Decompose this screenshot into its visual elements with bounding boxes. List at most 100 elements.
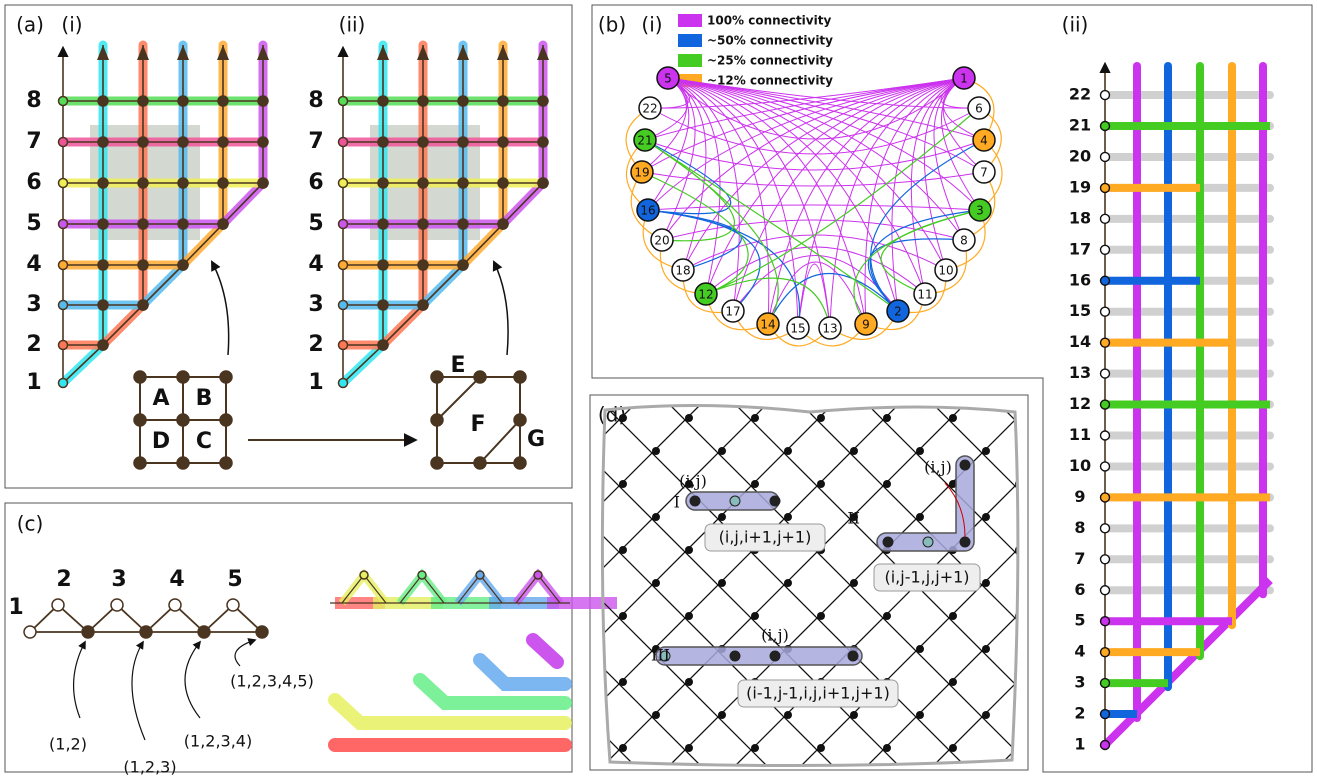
cluster-site bbox=[769, 650, 781, 662]
node bbox=[81, 625, 95, 639]
node bbox=[97, 218, 109, 230]
node-label: 18 bbox=[675, 264, 690, 278]
lattice-site bbox=[784, 513, 792, 521]
arrow-head bbox=[417, 45, 429, 60]
node bbox=[457, 136, 469, 148]
label-box bbox=[873, 563, 981, 592]
cluster bbox=[655, 646, 863, 666]
row-label: 14 bbox=[1069, 332, 1091, 351]
start-node bbox=[57, 136, 69, 148]
row-node bbox=[1099, 337, 1111, 348]
site-label: (i,j) bbox=[761, 626, 789, 645]
arrow-head bbox=[257, 45, 269, 60]
edge bbox=[667, 77, 740, 312]
open-node bbox=[417, 570, 427, 580]
lattice-line bbox=[602, 405, 919, 766]
node-label: 2 bbox=[894, 305, 902, 319]
row-label: 5 bbox=[308, 211, 323, 236]
cluster-site bbox=[689, 495, 701, 507]
case-label: II bbox=[847, 509, 860, 528]
lattice-site bbox=[949, 612, 957, 620]
row-node bbox=[1099, 244, 1111, 256]
edge bbox=[732, 77, 965, 312]
row-label: 12 bbox=[1069, 394, 1091, 413]
node bbox=[497, 136, 509, 148]
edge bbox=[767, 273, 899, 325]
graph-node bbox=[968, 198, 992, 222]
edge bbox=[705, 77, 965, 295]
lattice-site bbox=[652, 711, 660, 719]
lattice-site bbox=[982, 579, 990, 587]
node bbox=[137, 299, 149, 311]
row-label: 17 bbox=[1069, 239, 1091, 258]
graph-node bbox=[633, 128, 657, 152]
node bbox=[513, 370, 527, 384]
border bbox=[600, 403, 1020, 768]
start-node bbox=[337, 339, 349, 351]
node bbox=[219, 370, 233, 384]
graph-node bbox=[934, 258, 958, 282]
lattice-site bbox=[619, 546, 627, 554]
row-label: 5 bbox=[1074, 611, 1085, 630]
site-label: (i,j) bbox=[679, 472, 707, 491]
row-node bbox=[1099, 739, 1111, 751]
panel-b-frame bbox=[591, 4, 1313, 773]
lattice-site bbox=[751, 612, 759, 620]
open-node bbox=[533, 570, 543, 580]
cluster-site bbox=[922, 536, 934, 548]
row-label: 8 bbox=[1074, 518, 1085, 537]
row-node bbox=[1099, 492, 1111, 503]
node bbox=[417, 299, 429, 311]
panel-a-frame bbox=[4, 4, 573, 489]
edge bbox=[705, 107, 980, 295]
edge bbox=[891, 77, 965, 312]
open-node bbox=[475, 570, 485, 580]
node bbox=[176, 413, 190, 427]
case-tuple: (i,j,i+1,j+1) bbox=[719, 528, 812, 547]
graph-node bbox=[952, 66, 976, 90]
lattice-site bbox=[916, 513, 924, 521]
node bbox=[473, 456, 487, 470]
node-label: 20 bbox=[654, 234, 669, 248]
cell-label: E bbox=[450, 353, 465, 378]
node-label: 13 bbox=[822, 322, 837, 336]
node bbox=[217, 136, 229, 148]
row-node bbox=[1099, 646, 1111, 658]
node bbox=[257, 177, 269, 189]
edge bbox=[942, 77, 985, 173]
row-label: 6 bbox=[26, 170, 41, 195]
graph-node bbox=[636, 198, 660, 222]
node-label: 2 bbox=[56, 567, 71, 592]
node bbox=[457, 259, 469, 271]
annotation: (1,2,3,4,5) bbox=[230, 672, 314, 691]
lattice-site bbox=[850, 447, 858, 455]
start-node bbox=[337, 259, 349, 271]
lattice-site bbox=[883, 480, 891, 488]
lattice-site bbox=[1015, 744, 1018, 752]
case-label: III bbox=[651, 646, 670, 665]
node bbox=[513, 456, 527, 470]
graph-node bbox=[656, 66, 680, 90]
edge bbox=[870, 139, 985, 312]
edge bbox=[644, 139, 779, 325]
node bbox=[430, 370, 444, 384]
node bbox=[513, 413, 527, 427]
edge bbox=[647, 209, 801, 329]
cluster-site bbox=[882, 536, 894, 548]
panel-sublabel: (ii) bbox=[1062, 13, 1089, 37]
node bbox=[97, 339, 109, 351]
edge bbox=[647, 77, 965, 211]
node bbox=[133, 456, 147, 470]
lattice-site bbox=[982, 645, 990, 653]
lattice-site bbox=[949, 678, 957, 686]
lattice-site bbox=[586, 381, 594, 389]
row-label: 15 bbox=[1069, 301, 1091, 320]
edge bbox=[797, 77, 965, 329]
arrow bbox=[184, 640, 202, 719]
row-label: 9 bbox=[1074, 487, 1085, 506]
start-node bbox=[57, 218, 69, 230]
row-node bbox=[1099, 523, 1111, 534]
row-node bbox=[1099, 213, 1111, 225]
node-label: 7 bbox=[980, 166, 988, 180]
